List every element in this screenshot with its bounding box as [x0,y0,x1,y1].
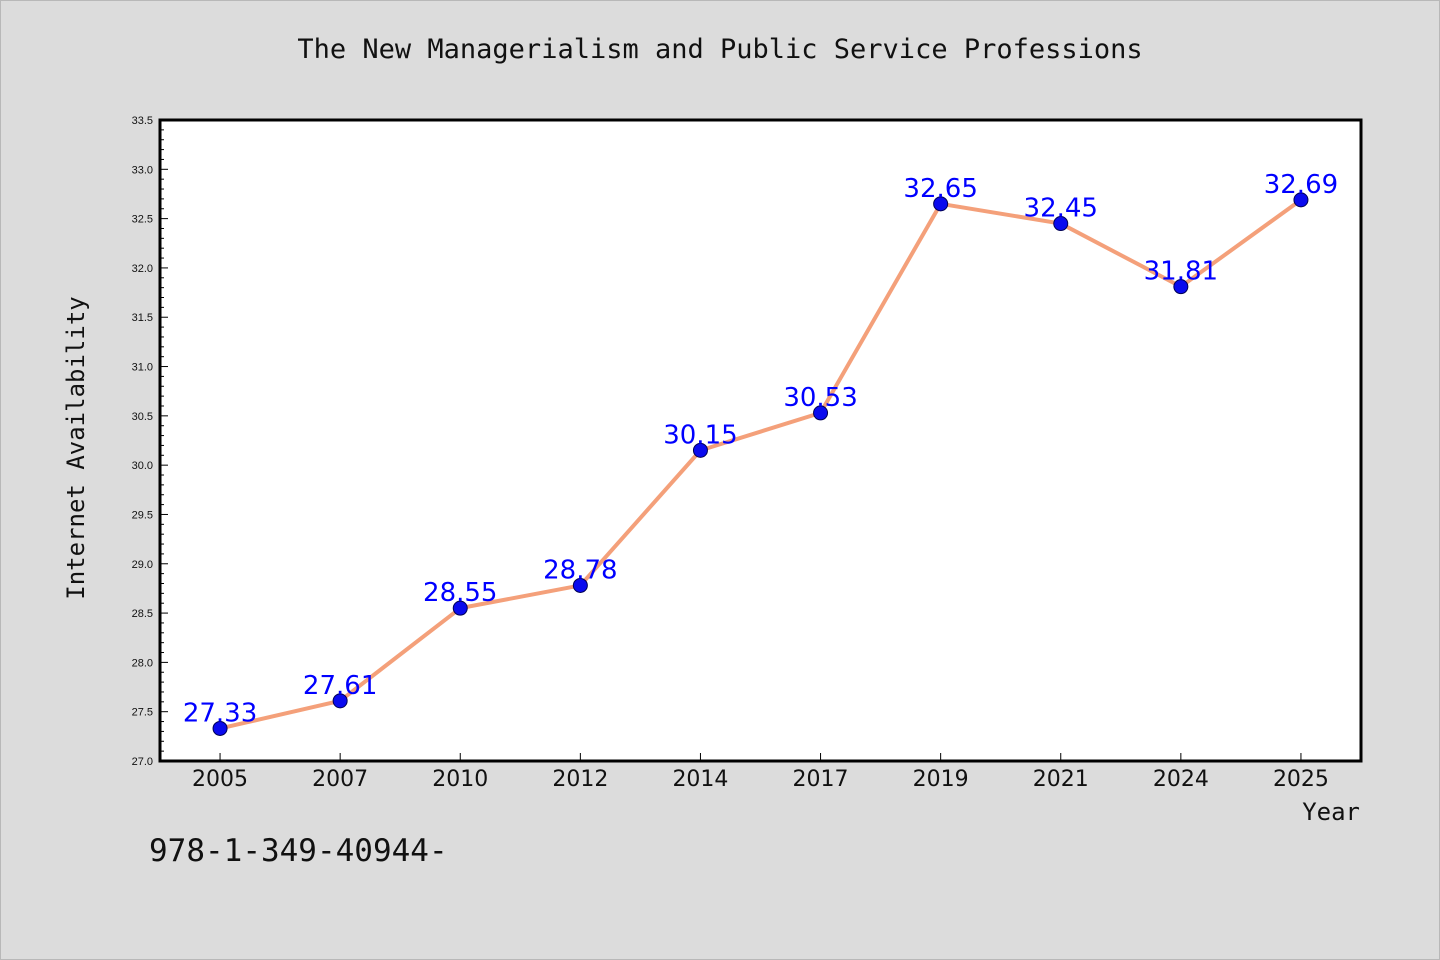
series-layer: 27.33 27.61 28.55 28.78 30.15 30.53 32.65 32.45… [183,170,1338,736]
y-axis: 27.0 27.5 28.0 28.5 29.0 29.5 30.0 30.5 31.0 31.5… [132,115,168,768]
data-label: 28.55 [423,578,497,608]
data-point [1053,216,1069,232]
x-tick-label: 2005 [192,767,248,792]
y-tick-label: 31.5 [132,312,153,324]
data-label: 30.15 [663,420,737,450]
series-line [218,197,1303,731]
y-tick-label: 30.0 [132,460,153,472]
x-tick-label: 2021 [1033,767,1089,792]
y-tick-label: 32.5 [132,214,153,226]
data-point [1293,192,1309,208]
data-point [933,196,949,212]
x-tick-label: 2017 [793,767,849,792]
chart-title: The New Managerialism and Public Service… [297,34,1143,65]
y-tick-label: 28.5 [132,608,153,620]
x-axis: 2005 2007 2010 2012 2014 2017 2019 2021 2024 2025 [192,753,1329,792]
data-point [332,693,348,709]
footer-code: 978-1-349-40944- [149,833,448,869]
x-tick-label: 2014 [672,767,728,792]
data-point [1173,279,1189,295]
y-tick-label: 32.0 [132,263,153,275]
y-tick-label: 27.5 [132,707,153,719]
data-point [813,405,829,421]
y-tick-label: 31.0 [132,362,153,374]
plot-area [158,118,1363,763]
x-axis-label: Year [1302,798,1360,826]
x-tick-label: 2010 [432,767,488,792]
x-tick-label: 2007 [312,767,368,792]
data-point [452,600,468,616]
y-tick-label: 30.5 [132,411,153,423]
y-tick-label: 29.0 [132,559,153,571]
data-label: 32.45 [1024,194,1098,224]
data-label: 28.78 [543,555,617,585]
data-label: 27.61 [303,671,377,701]
data-label: 32.69 [1264,170,1338,200]
x-tick-label: 2019 [913,767,969,792]
x-tick-label: 2012 [552,767,608,792]
x-tick-label: 2024 [1153,767,1209,792]
data-point [692,442,708,458]
y-tick-label: 33.0 [132,164,153,176]
y-tick-label: 28.0 [132,657,153,669]
data-label: 27.33 [183,698,257,728]
y-tick-label: 29.5 [132,509,153,521]
data-label: 30.53 [783,383,857,413]
data-point [572,577,588,593]
y-axis-label: Internet Availability [62,296,90,599]
x-tick-label: 2025 [1273,767,1329,792]
data-label: 31.81 [1144,257,1218,287]
y-tick-label: 33.5 [132,115,153,127]
y-tick-label: 27.0 [132,756,153,768]
data-label: 32.65 [903,174,977,204]
data-point [212,720,228,736]
